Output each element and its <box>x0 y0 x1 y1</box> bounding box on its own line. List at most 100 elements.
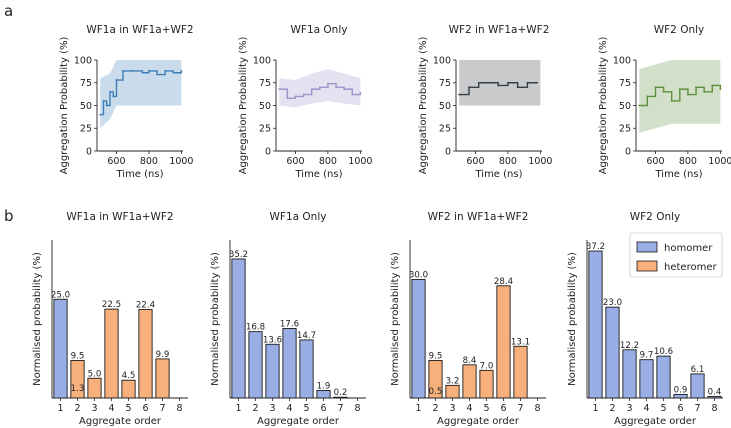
a3-point-0 <box>458 93 461 96</box>
a2-point-3 <box>302 93 305 96</box>
b3-data-label-heteromer-4: 8.4 <box>463 356 477 366</box>
a4-ytick-label-1: 25 <box>619 124 631 135</box>
a4-xtick-label-0: 600 <box>646 156 664 167</box>
a4-point-2 <box>654 86 657 89</box>
b4-data-label-homomer-7: 6.1 <box>691 365 705 375</box>
b1-data-label-homomer-1: 25.0 <box>51 290 70 300</box>
a1-point-8 <box>141 71 144 74</box>
a3-xtick-label-0: 600 <box>466 156 484 167</box>
b2-xtick-label-0: 1 <box>235 403 241 414</box>
b4-data-label-homomer-4: 9.7 <box>640 351 654 361</box>
b4-legend-swatch-homomer <box>636 241 658 253</box>
b3-title: WF2 in WF1a+WF2 <box>428 211 529 223</box>
b4-title: WF2 Only <box>630 211 681 223</box>
a2-point-0 <box>278 88 281 91</box>
b4-xtick-label-2: 3 <box>626 403 632 414</box>
b2-bar-homomer-6 <box>316 390 331 399</box>
b2-xtick-label-2: 3 <box>269 403 275 414</box>
a3-error-band <box>459 60 541 106</box>
b4-xtick-label-1: 2 <box>609 403 615 414</box>
a1-point-12 <box>172 71 175 74</box>
a4-ytick-label-3: 75 <box>619 78 631 89</box>
a1-ylabel: Aggregation Probability (%) <box>59 37 70 175</box>
a2-point-1 <box>286 97 289 100</box>
bar-chart-2: WF1a Only 35.2 16.8 13.6 17.6 14.7 1.90.2 1 2 3 4 5… <box>210 211 366 427</box>
a3-point-3 <box>487 81 490 84</box>
a4-ytick-label-0: 0 <box>625 146 631 157</box>
a3-point-7 <box>526 81 529 84</box>
b1-data-label-heteromer-4: 22.5 <box>102 300 121 310</box>
b1-title: WF1a in WF1a+WF2 <box>66 211 173 223</box>
b3-xtick-label-7: 8 <box>534 403 540 414</box>
a1-ytick-label-4: 100 <box>74 55 92 66</box>
a4-point-9 <box>711 84 714 87</box>
b1-data-label-homomer-2: 1.3 <box>71 384 85 394</box>
a1-ytick-label-2: 50 <box>80 101 92 112</box>
a1-point-6 <box>122 70 124 72</box>
b2-bar-homomer-5 <box>299 339 314 399</box>
b1-bar-heteromer-6 <box>138 309 153 399</box>
a2-point-9 <box>351 93 354 96</box>
a1-xlabel: Time (ns) <box>115 169 163 180</box>
a1-ytick-label-0: 0 <box>86 146 92 157</box>
a1-point-11 <box>164 70 167 72</box>
a2-xtick-label-0: 600 <box>286 156 304 167</box>
a4-point-1 <box>646 95 649 98</box>
b1-bar-heteromer-7 <box>155 358 170 399</box>
b1-bar-heteromer-5 <box>121 379 136 399</box>
b3-bar-heteromer-4 <box>462 364 477 399</box>
a3-ytick-label-0: 0 <box>445 146 451 157</box>
b3-xtick-label-2: 3 <box>449 403 455 414</box>
b3-bar-heteromer-5 <box>479 369 494 399</box>
b1-xtick-label-3: 4 <box>108 403 114 414</box>
a1-ytick-label-1: 25 <box>80 124 92 135</box>
a1-point-3 <box>109 90 111 93</box>
bar-chart-3: WF2 in WF1a+WF230.00.59.53.28.47.028.413… <box>390 211 546 427</box>
a1-title: WF1a in WF1a+WF2 <box>86 24 193 36</box>
a1-point-9 <box>148 70 150 72</box>
b4-data-label-homomer-2: 23.0 <box>603 298 622 308</box>
b4-xtick-label-6: 7 <box>694 403 700 414</box>
a3-ytick-label-1: 25 <box>439 124 451 135</box>
a2-point-2 <box>294 95 297 98</box>
a1-point-7 <box>131 70 134 72</box>
b1-data-label-heteromer-5: 4.5 <box>122 371 136 381</box>
b4-bar-homomer-5 <box>656 355 671 399</box>
a4-xtick-label-2: 1000 <box>708 156 731 167</box>
a4-point-0 <box>638 104 641 107</box>
a1-point-4 <box>112 95 115 98</box>
a4-point-8 <box>703 90 706 93</box>
a2-ytick-label-4: 100 <box>253 55 271 66</box>
b3-bar-heteromer-3 <box>445 384 460 399</box>
a1-point-0 <box>99 113 102 116</box>
b4-data-label-homomer-6: 0.9 <box>674 385 688 395</box>
a3-point-4 <box>497 84 500 87</box>
a1-ytick-label-3: 75 <box>80 78 92 89</box>
b4-data-label-homomer-8: 0.4 <box>708 387 722 397</box>
b2-data-label-homomer-1: 35.2 <box>229 250 248 260</box>
a2-ytick-label-1: 25 <box>259 124 271 135</box>
b4-xtick-label-7: 8 <box>711 403 717 414</box>
a4-point-5 <box>678 88 681 91</box>
a2-point-10 <box>359 91 362 94</box>
b4-bar-homomer-1 <box>588 250 603 399</box>
b2-xtick-label-5: 6 <box>320 403 326 414</box>
a2-xlabel: Time (ns) <box>294 169 342 180</box>
panel-label-a: a <box>4 2 13 20</box>
b1-xtick-label-7: 8 <box>176 403 182 414</box>
b2-xtick-label-3: 4 <box>286 403 292 414</box>
b1-xtick-label-2: 3 <box>91 403 97 414</box>
b3-xlabel: Aggregate order <box>437 416 520 427</box>
line-chart-4: WF2 Only 0 25 50 75 100 600 800 1000 Time (ns) Agg… <box>598 24 731 180</box>
b2-xlabel: Aggregate order <box>257 416 340 427</box>
b2-data-label-homomer-3: 13.6 <box>263 335 282 345</box>
a2-ytick-label-3: 75 <box>259 78 271 89</box>
b2-xtick-label-1: 2 <box>252 403 258 414</box>
a2-xtick-label-1: 800 <box>319 156 337 167</box>
b3-data-label-heteromer-5: 7.0 <box>480 361 494 371</box>
line-chart-1: WF1a in WF1a+WF2 0 25 50 75 100 600 800 1000 Time… <box>59 24 194 180</box>
line-chart-3: WF2 in WF1a+WF2 0 25 50 75 100 600 800 1000 Time … <box>418 24 552 180</box>
a2-ylabel: Aggregation Probability (%) <box>238 37 249 175</box>
a3-xlabel: Time (ns) <box>474 169 522 180</box>
